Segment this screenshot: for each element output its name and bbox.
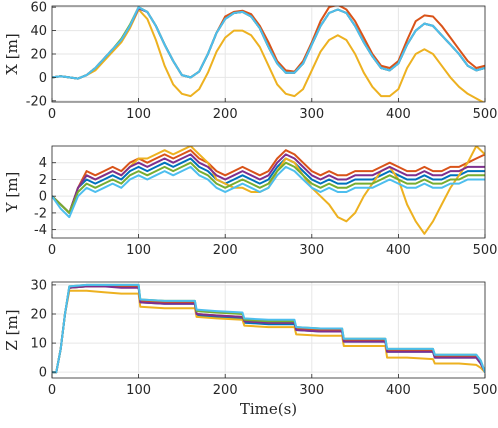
x-tick-label: 500 xyxy=(473,107,498,122)
series-line-3 xyxy=(52,8,485,102)
y-tick-label: 2 xyxy=(39,173,47,188)
x-tick-label: 200 xyxy=(213,383,238,398)
y-axis-label: X [m] xyxy=(3,33,21,74)
y-tick-label: 20 xyxy=(30,308,47,323)
series-line-3 xyxy=(52,289,485,374)
series-group xyxy=(52,146,485,235)
x-tick-label: 300 xyxy=(299,107,324,122)
y-tick-label: 4 xyxy=(39,156,47,171)
series-line-1 xyxy=(52,157,485,214)
x-tick-label: 500 xyxy=(473,383,498,398)
x-tick-label: 0 xyxy=(48,243,56,258)
x-tick-label: 200 xyxy=(213,243,238,258)
y-tick-label: 10 xyxy=(30,337,47,352)
series-line-4 xyxy=(52,285,485,374)
y-tick-label: -20 xyxy=(26,94,47,109)
y-tick-label: -4 xyxy=(34,223,47,238)
series-line-4 xyxy=(52,153,485,214)
series-line-6 xyxy=(52,165,485,219)
x-tick-label: 0 xyxy=(48,107,56,122)
series-group xyxy=(52,283,485,374)
y-tick-label: 0 xyxy=(39,366,47,381)
x-tick-label: 100 xyxy=(126,383,151,398)
x-tick-label: 400 xyxy=(386,383,411,398)
y-tick-label: -2 xyxy=(34,206,47,221)
y-tick-label: 60 xyxy=(30,1,47,16)
y-tick-label: 20 xyxy=(30,48,47,63)
x-tick-label: 300 xyxy=(299,243,324,258)
x-tick-label: 100 xyxy=(126,107,151,122)
axes-frame xyxy=(51,281,486,379)
y-tick-label: 40 xyxy=(30,24,47,39)
axes-frame xyxy=(51,145,486,239)
y-tick-label: 30 xyxy=(30,278,47,293)
y-tick-label: 0 xyxy=(39,71,47,86)
y-axis-label: Y [m] xyxy=(3,172,21,214)
x-tick-label: 500 xyxy=(473,243,498,258)
series-line-5 xyxy=(52,161,485,214)
y-axis-label: Z [m] xyxy=(3,309,21,350)
x-tick-label: 200 xyxy=(213,107,238,122)
series-line-6 xyxy=(52,283,485,374)
x-axis-label: Time(s) xyxy=(240,400,297,418)
series-group xyxy=(52,6,485,102)
y-tick-label: 0 xyxy=(39,190,47,205)
x-tick-label: 100 xyxy=(126,243,151,258)
z-position-panel: 0 100 200 300 400 500 0 10 20 30 Z [m] Time(s) xyxy=(3,278,497,418)
series-line-6 xyxy=(52,6,485,80)
x-tick-label: 400 xyxy=(386,107,411,122)
plot-area xyxy=(52,146,485,238)
plot-area xyxy=(52,282,485,378)
x-tick-label: 300 xyxy=(299,383,324,398)
x-tick-label: 0 xyxy=(48,383,56,398)
series-line-2 xyxy=(52,149,485,214)
x-tick-label: 400 xyxy=(386,243,411,258)
